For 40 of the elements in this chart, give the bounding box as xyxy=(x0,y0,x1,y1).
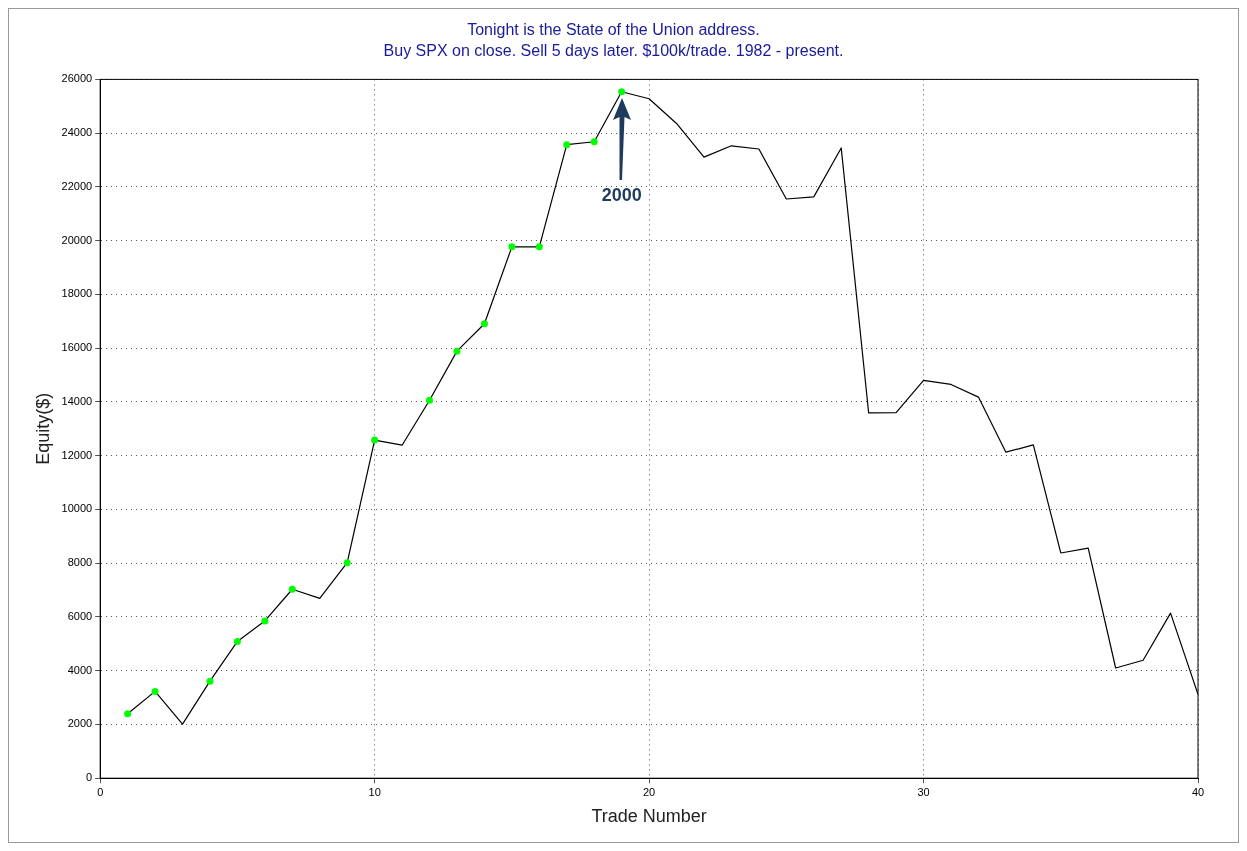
point xyxy=(124,710,132,718)
y-tick-label: 0 xyxy=(86,771,93,784)
y-tick-label: 22000 xyxy=(61,179,93,192)
y-tick-label: 16000 xyxy=(61,341,93,354)
point xyxy=(371,436,379,444)
chart-subtitle: Buy SPX on close. Sell 5 days later. $100k/trade. 1982 - present. xyxy=(383,42,844,60)
y-tick-label: 14000 xyxy=(61,394,93,407)
y-tick-label: 24000 xyxy=(61,126,93,139)
annotation: 2000 xyxy=(601,184,642,205)
point xyxy=(453,347,461,355)
point xyxy=(480,320,488,328)
point xyxy=(590,138,598,146)
point xyxy=(618,88,626,96)
x-tick-label: 30 xyxy=(917,785,930,798)
x-tick-label: 40 xyxy=(1191,785,1205,798)
point xyxy=(151,687,159,695)
x-tick-label: 20 xyxy=(642,785,656,798)
y-tick-label: 8000 xyxy=(67,556,93,569)
y-tick-label: 4000 xyxy=(67,663,93,676)
point xyxy=(535,243,543,251)
point xyxy=(233,637,241,645)
y-tick-label: 6000 xyxy=(67,609,93,622)
x-tick-label: 10 xyxy=(368,785,381,798)
y-tick-label: 20000 xyxy=(61,233,93,246)
chart-title: Tonight is the State of the Union address. xyxy=(467,21,760,39)
y-tick-label: 2000 xyxy=(67,717,93,730)
x-tick-label: 0 xyxy=(97,785,104,798)
point xyxy=(206,677,214,685)
point xyxy=(426,396,434,404)
y-tick-label: 26000 xyxy=(61,72,93,85)
y-tick-label: 18000 xyxy=(61,287,93,300)
point xyxy=(563,141,571,149)
y-axis-title: Equity($) xyxy=(32,392,53,465)
y-tick-label: 12000 xyxy=(61,448,93,461)
y-tick-label: 10000 xyxy=(61,502,93,515)
x-axis-title: Trade Number xyxy=(591,806,707,827)
point xyxy=(288,585,296,593)
point xyxy=(261,617,269,625)
point xyxy=(508,243,516,251)
point xyxy=(343,559,351,567)
